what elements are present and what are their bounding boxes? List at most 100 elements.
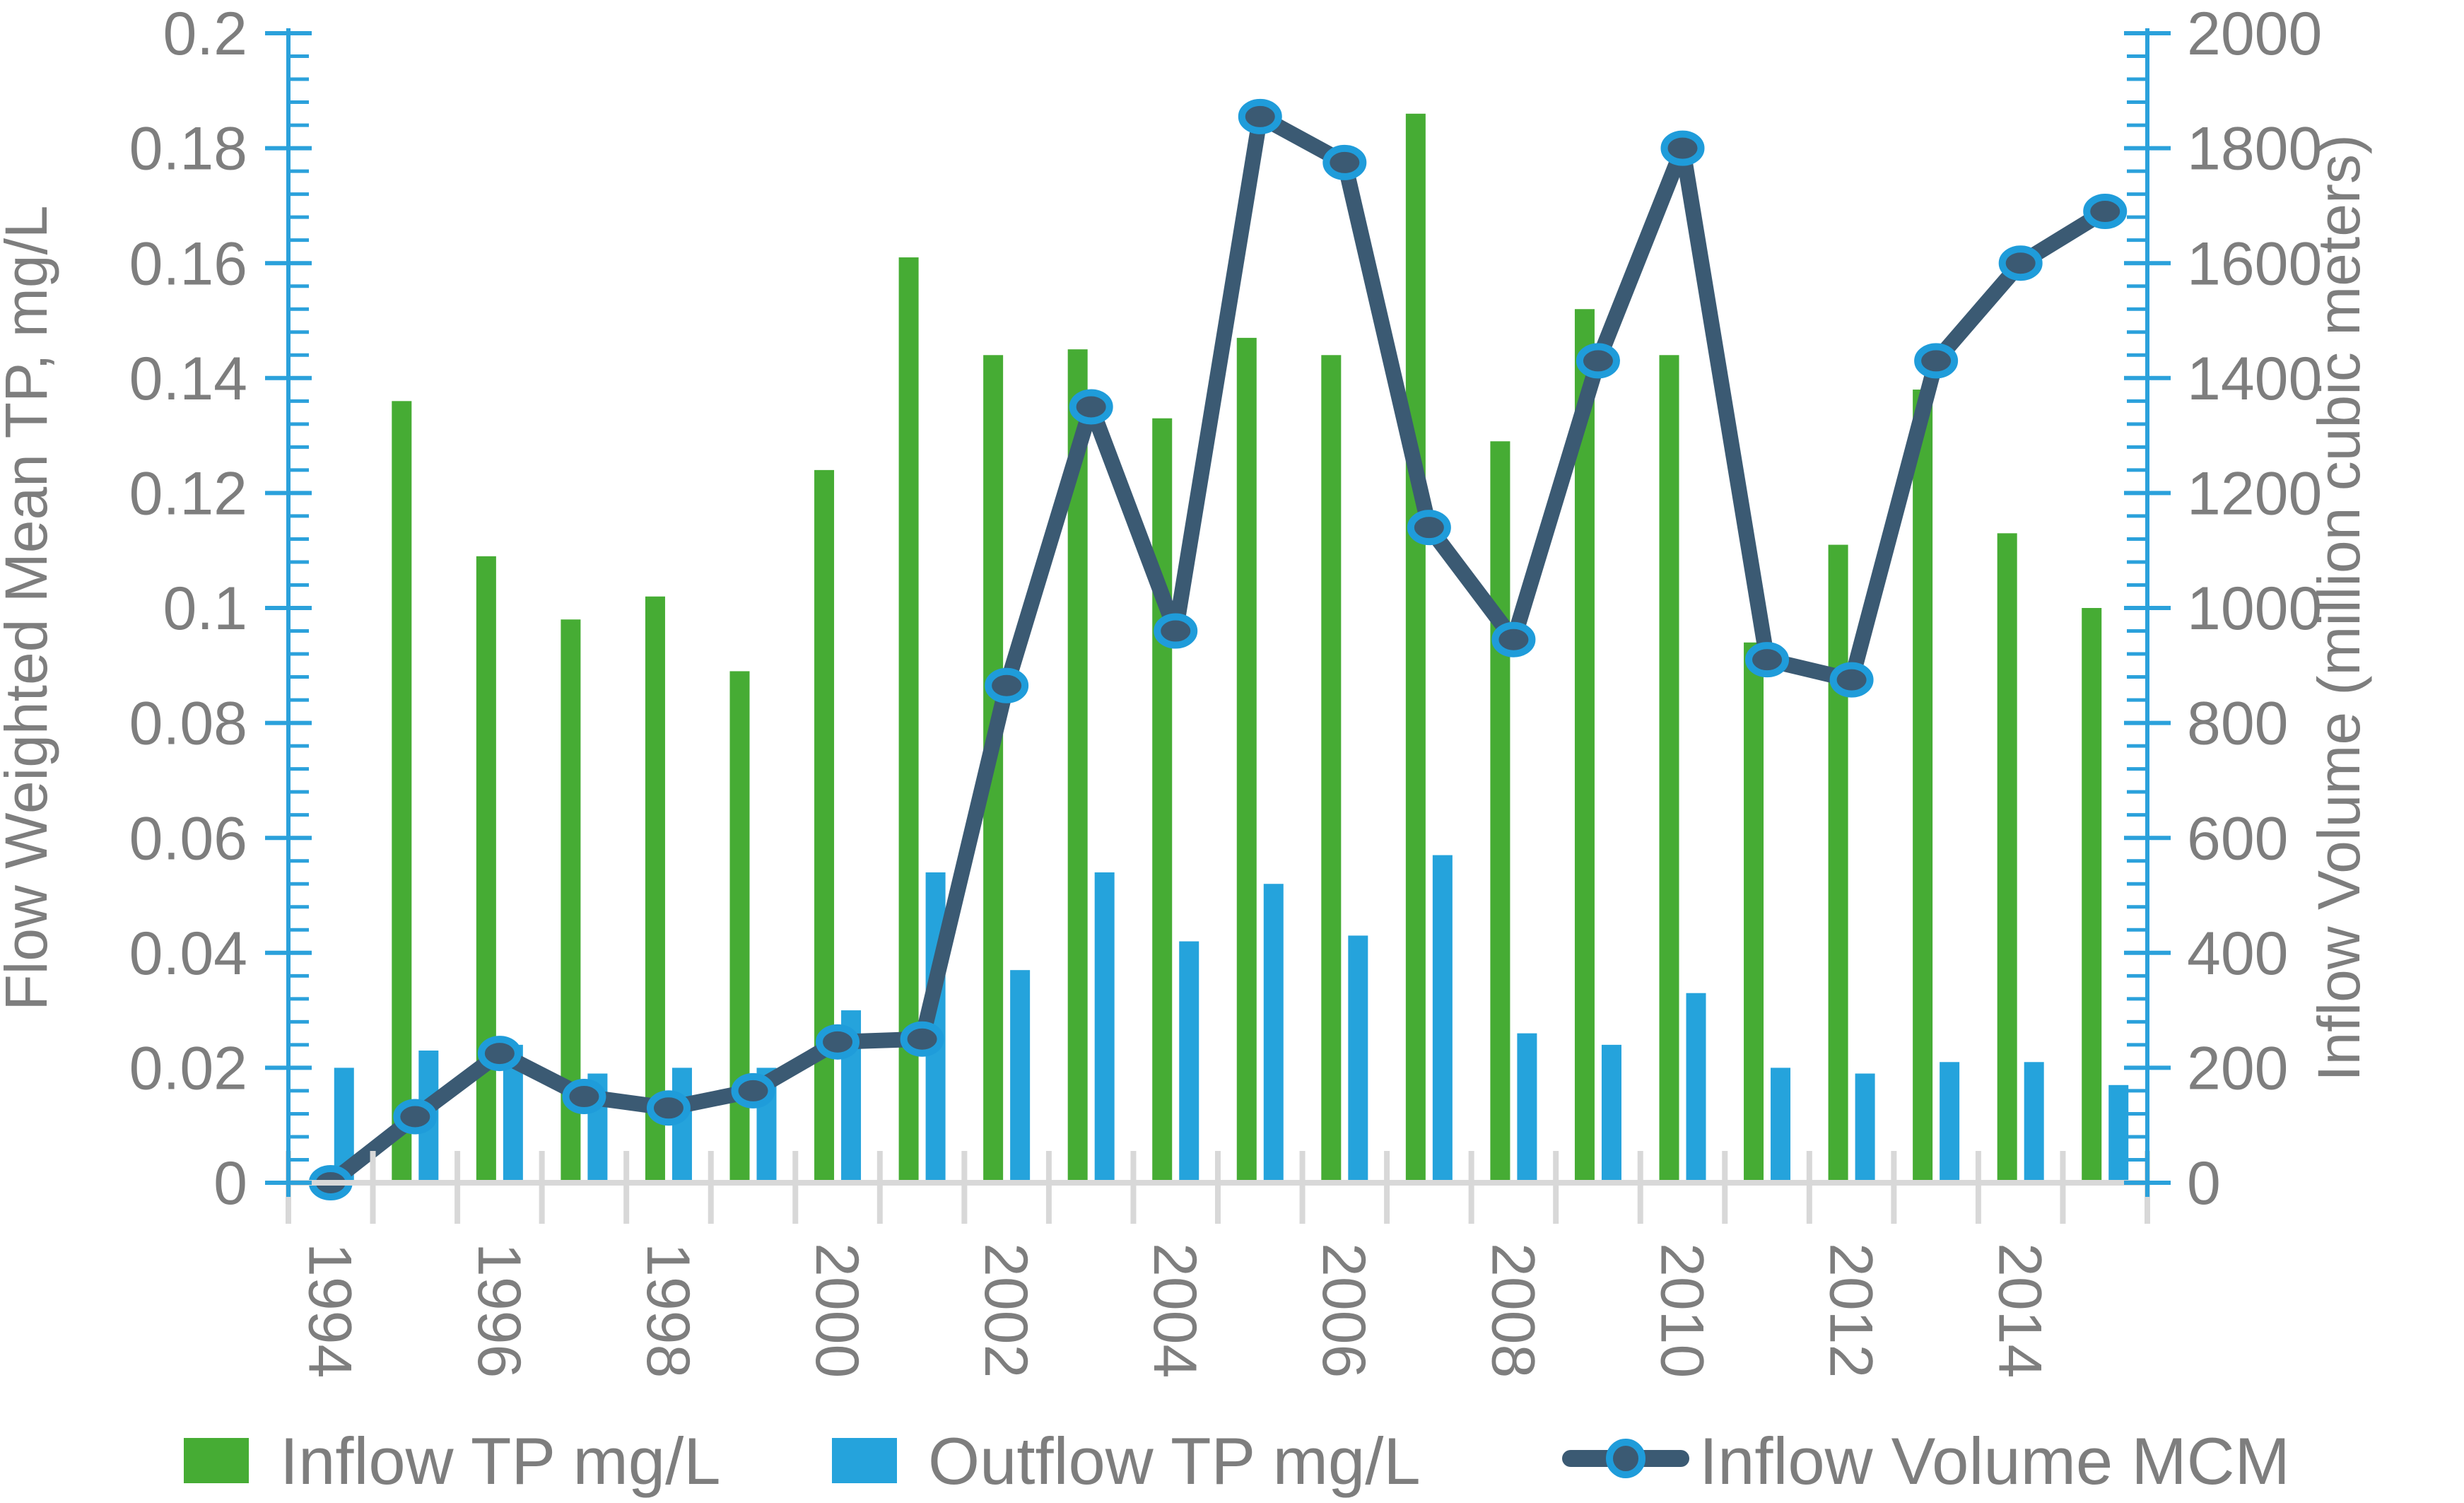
bar-outflow-tp-1998 (671, 1068, 692, 1183)
x-axis-year-label: 2004 (1141, 1243, 1209, 1378)
bar-outflow-tp-2013 (1940, 1062, 1960, 1183)
x-axis-year-label: 2006 (1310, 1243, 1378, 1378)
legend: Inflow TP mg/L Outflow TP mg/L Inflow Vo… (184, 1424, 2290, 1498)
bar-inflow-tp-2000 (814, 469, 835, 1183)
marker-inflow-volume-2010 (1660, 130, 1705, 166)
bar-outflow-tp-2005 (1263, 884, 1284, 1183)
x-axis-year-label: 2000 (803, 1243, 871, 1378)
left-axis-tick-label: 0.1 (163, 575, 247, 643)
marker-inflow-volume-2006 (1322, 144, 1367, 180)
bar-inflow-tp-1995 (392, 401, 412, 1183)
right-axis-tick-label: 1800 (2187, 115, 2322, 183)
marker-inflow-volume-1998 (646, 1090, 691, 1126)
right-axis-tick-label: 2000 (2187, 0, 2322, 68)
right-axis-tick-label: 400 (2187, 920, 2289, 988)
marker-inflow-volume-2008 (1491, 621, 1536, 657)
bar-inflow-tp-1996 (476, 556, 496, 1183)
bar-outflow-tp-2006 (1348, 935, 1368, 1183)
legend-label-outflow-tp: Outflow TP mg/L (928, 1424, 1421, 1498)
bar-outflow-tp-2002 (1010, 970, 1031, 1183)
right-axis-tick-label: 600 (2187, 805, 2289, 872)
bar-inflow-tp-2012 (1828, 544, 1848, 1183)
right-axis-tick-label: 1000 (2187, 575, 2322, 643)
bar-inflow-tp-2008 (1490, 441, 1510, 1183)
x-axis-year-label: 2012 (1817, 1243, 1884, 1378)
bar-inflow-tp-2007 (1405, 113, 1426, 1183)
bar-outflow-tp-2011 (1771, 1068, 1791, 1183)
left-axis-tick-label: 0.16 (129, 230, 247, 298)
marker-inflow-volume-2009 (1576, 343, 1620, 379)
left-axis-tick-label: 0.06 (129, 805, 247, 872)
bar-outflow-tp-2014 (2024, 1062, 2044, 1183)
right-axis-tick-label: 200 (2187, 1035, 2289, 1103)
marker-inflow-volume-2003 (1069, 389, 1113, 425)
legend-label-inflow-tp: Inflow TP mg/L (280, 1424, 720, 1498)
left-axis-tick-label: 0.18 (129, 115, 247, 183)
x-axis-year-label: 2008 (1479, 1243, 1547, 1378)
x-axis-year-label: 2002 (972, 1243, 1040, 1378)
left-axis-tick-label: 0.14 (129, 345, 247, 413)
bar-outflow-tp-2003 (1094, 872, 1115, 1183)
marker-inflow-volume-2011 (1745, 642, 1790, 678)
right-axis-tick-label: 800 (2187, 690, 2289, 758)
bar-outflow-tp-2012 (1855, 1073, 1875, 1183)
axes-layer: 0 0.02 0.04 0.06 0.08 0.1 0.12 0.14 0.16 0.18 0.2 0… (129, 0, 2323, 1378)
legend-line-marker-icon (1562, 1439, 1689, 1478)
legend-swatch-outflow-tp (832, 1438, 897, 1483)
bar-inflow-tp-2004 (1152, 418, 1173, 1183)
bar-outflow-tp-2015 (2108, 1084, 2129, 1183)
inflow-volume-line (322, 108, 2113, 1191)
x-axis-year-label: 1996 (465, 1243, 533, 1378)
right-axis-title: Inflow Volume (million cubic meters) (2306, 134, 2372, 1082)
marker-inflow-volume-2014 (1998, 245, 2043, 281)
marker-inflow-volume-2004 (1154, 613, 1198, 649)
right-axis-tick-label: 1400 (2187, 345, 2322, 413)
x-axis-year-label: 2010 (1648, 1243, 1715, 1378)
x-axis-year-label: 1998 (634, 1243, 702, 1378)
bar-inflow-tp-2013 (1913, 390, 1933, 1183)
right-axis-tick-label: 1200 (2187, 460, 2322, 528)
bars-layer (334, 113, 2129, 1183)
x-axis-year-label: 2014 (1986, 1243, 2054, 1378)
left-axis-tick-label: 0 (213, 1150, 247, 1217)
left-axis-title: Flow Weighted Mean TP, mg/L (0, 205, 59, 1010)
marker-inflow-volume-2012 (1829, 662, 1874, 698)
marker-inflow-volume-2000 (816, 1024, 860, 1060)
left-axis-tick-label: 0.04 (129, 920, 247, 988)
bar-outflow-tp-2010 (1686, 993, 1706, 1183)
bar-inflow-tp-2006 (1321, 355, 1342, 1183)
left-axis-tick-label: 0.12 (129, 460, 247, 528)
legend-swatch-inflow-tp (184, 1438, 249, 1483)
marker-inflow-volume-1999 (731, 1072, 775, 1109)
left-axis-tick-label: 0.08 (129, 690, 247, 758)
marker-inflow-volume-2005 (1238, 98, 1282, 134)
marker-inflow-volume-2013 (1914, 343, 1959, 379)
marker-inflow-volume-1997 (562, 1079, 606, 1115)
left-axis-tick-label: 0.02 (129, 1035, 247, 1103)
bar-outflow-tp-2008 (1517, 1033, 1537, 1183)
marker-inflow-volume-1996 (477, 1036, 522, 1072)
left-axis-tick-label: 0.2 (163, 0, 247, 68)
marker-inflow-volume-2001 (900, 1021, 944, 1057)
bar-outflow-tp-2009 (1601, 1044, 1621, 1183)
bar-inflow-tp-2011 (1744, 642, 1764, 1183)
marker-inflow-volume-2002 (985, 667, 1029, 703)
line-layer (308, 98, 2128, 1200)
right-axis-tick-label: 1600 (2187, 230, 2322, 298)
bar-inflow-tp-1998 (645, 596, 665, 1183)
bar-inflow-tp-2015 (2082, 608, 2102, 1183)
marker-inflow-volume-2007 (1407, 510, 1451, 546)
x-axis-year-label: 1994 (296, 1243, 364, 1378)
legend-label-inflow-volume: Inflow Volume MCM (1699, 1424, 2290, 1498)
right-axis-tick-label: 0 (2187, 1150, 2221, 1217)
bar-inflow-tp-2010 (1659, 355, 1679, 1183)
marker-inflow-volume-1995 (393, 1099, 438, 1135)
bar-outflow-tp-2004 (1179, 941, 1199, 1183)
bar-inflow-tp-2005 (1236, 337, 1257, 1183)
marker-inflow-volume-2015 (2083, 194, 2128, 230)
bar-inflow-tp-2009 (1574, 309, 1595, 1183)
bar-outflow-tp-2007 (1432, 855, 1453, 1183)
bar-inflow-tp-2014 (1997, 533, 2017, 1183)
